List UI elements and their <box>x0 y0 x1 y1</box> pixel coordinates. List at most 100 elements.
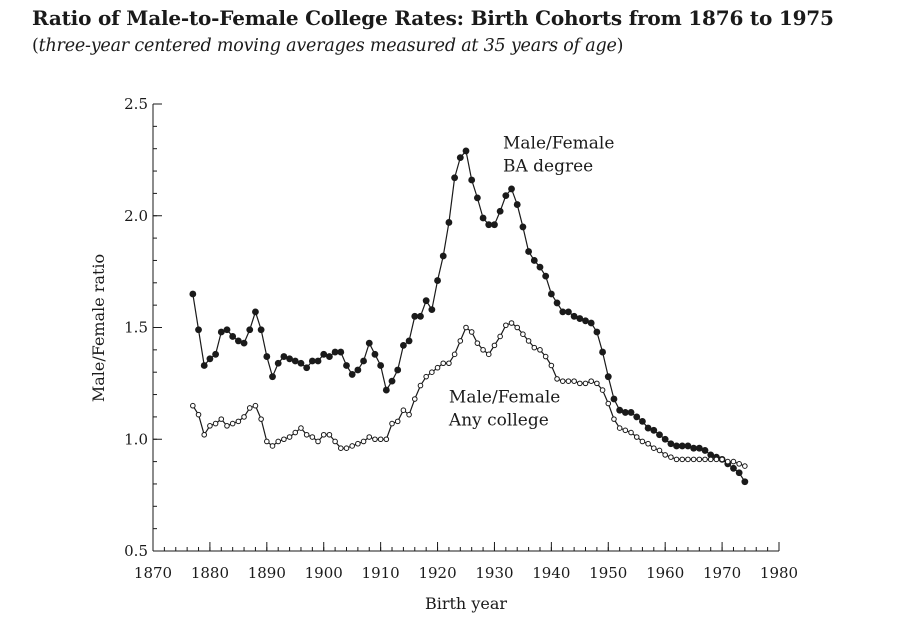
data-point <box>645 440 651 447</box>
data-point <box>593 328 601 336</box>
data-point <box>303 364 311 372</box>
data-point <box>690 444 698 452</box>
data-point <box>599 348 606 356</box>
data-point <box>360 438 367 445</box>
data-point <box>195 411 202 418</box>
x-tick-label: 1880 <box>191 564 229 582</box>
data-point <box>269 373 276 381</box>
chart-title: Ratio of Male-to-Female College Rates: B… <box>32 6 834 30</box>
data-point <box>360 357 367 365</box>
data-point <box>588 378 595 384</box>
data-point <box>229 420 236 427</box>
data-point <box>382 386 390 394</box>
data-point <box>537 347 543 353</box>
data-point <box>633 413 641 421</box>
x-tick-label: 1960 <box>646 564 684 582</box>
data-point <box>234 337 242 345</box>
data-point <box>667 440 675 448</box>
data-point <box>650 426 658 434</box>
data-point <box>644 424 652 432</box>
data-point <box>218 416 225 422</box>
data-point <box>286 355 293 363</box>
data-point <box>707 451 715 459</box>
data-point <box>616 406 624 414</box>
data-point <box>320 350 328 358</box>
data-point <box>445 219 453 226</box>
data-point <box>337 348 345 356</box>
y-axis-label: Male/Female ratio <box>89 254 108 402</box>
data-point <box>366 434 373 440</box>
data-point <box>252 402 259 409</box>
data-point <box>298 425 304 431</box>
label-ba-degree: Male/Female <box>503 134 614 154</box>
data-point <box>241 414 247 420</box>
data-point <box>314 357 322 365</box>
data-point <box>611 416 617 422</box>
data-point <box>594 380 600 387</box>
data-point <box>713 456 720 463</box>
data-point <box>696 456 703 463</box>
data-point <box>195 326 202 334</box>
subtitle-close-paren: ) <box>616 36 624 56</box>
data-point <box>514 324 521 331</box>
data-point <box>389 420 395 427</box>
data-point <box>525 338 532 344</box>
data-point <box>468 329 475 335</box>
x-tick-label: 1930 <box>475 564 513 582</box>
data-point <box>605 400 612 407</box>
data-point <box>695 444 703 452</box>
x-tick-label: 1980 <box>760 564 798 582</box>
data-point <box>491 221 498 229</box>
data-point <box>571 378 577 384</box>
data-point <box>388 377 396 385</box>
data-point <box>200 362 208 369</box>
data-point <box>616 425 623 431</box>
data-point <box>673 456 680 463</box>
data-point <box>485 351 492 358</box>
series-ba-degree <box>189 147 749 486</box>
x-tick-label: 1920 <box>418 564 456 582</box>
data-point <box>297 359 305 367</box>
data-point <box>542 353 549 360</box>
x-axis-label: Birth year <box>425 594 507 613</box>
data-point <box>547 290 555 298</box>
data-point <box>559 378 566 384</box>
data-point <box>451 351 458 358</box>
data-point <box>372 436 378 443</box>
data-point <box>520 331 526 338</box>
data-point <box>451 174 459 182</box>
data-point <box>291 357 299 365</box>
data-point <box>576 315 584 322</box>
data-point <box>503 322 509 329</box>
data-point <box>446 360 452 367</box>
data-point <box>604 373 612 381</box>
data-point <box>542 272 550 280</box>
data-point <box>383 436 390 443</box>
data-point <box>365 339 373 347</box>
data-point <box>473 194 481 202</box>
data-point <box>656 431 663 439</box>
series-layer <box>189 147 749 486</box>
data-point <box>553 299 561 307</box>
data-point <box>513 201 521 208</box>
data-point <box>531 344 538 351</box>
data-point <box>252 308 259 316</box>
data-point <box>599 387 606 393</box>
data-point <box>730 464 737 472</box>
data-point <box>610 395 618 403</box>
axes: 0.5 1.0 1.5 2.0 2.5 1870 1880 1890 1900 1910 1920 1… <box>124 95 798 582</box>
data-point <box>354 366 362 374</box>
data-point <box>411 396 418 402</box>
data-point <box>348 371 356 378</box>
data-point <box>742 463 748 469</box>
label-any-college: Any college <box>448 410 549 430</box>
y-tick-label: 0.5 <box>124 542 148 560</box>
data-point <box>406 411 412 418</box>
x-tick-label: 1870 <box>134 564 172 582</box>
data-point <box>439 252 447 260</box>
data-point <box>440 360 447 367</box>
data-point <box>394 366 402 374</box>
data-point <box>679 456 686 463</box>
data-point <box>496 207 504 215</box>
